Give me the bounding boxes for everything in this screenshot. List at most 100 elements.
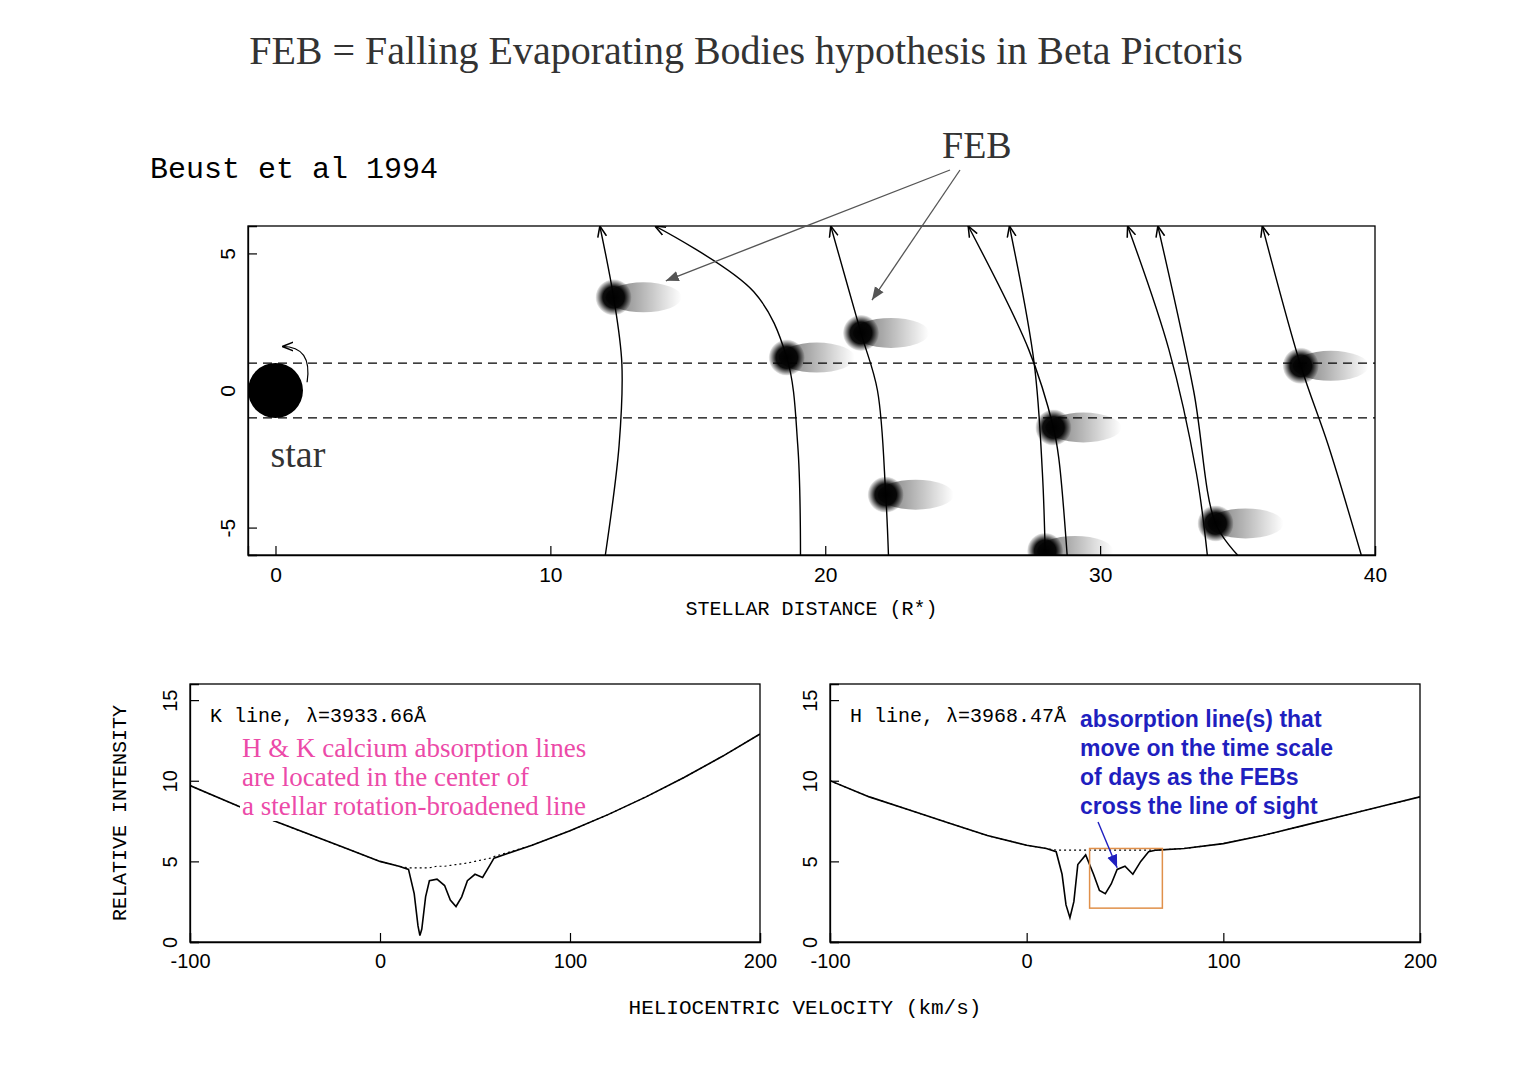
annotation-line: cross the line of sight [1080, 793, 1318, 819]
tick-label: 10 [539, 563, 562, 586]
tick: -5 [216, 519, 257, 538]
tick-mark [830, 942, 839, 943]
tick-mark [190, 700, 199, 701]
x-axis-title: HELIOCENTRIC VELOCITY (km/s) [629, 997, 982, 1020]
tick-mark [190, 781, 199, 782]
tick-label: 10 [799, 770, 821, 792]
tick-mark [830, 700, 839, 701]
tick-label: 200 [1404, 950, 1437, 972]
tick: 20 [814, 546, 837, 586]
trajectory [1158, 226, 1238, 555]
tick-mark [248, 253, 257, 254]
tick: 10 [799, 770, 839, 792]
annotation-arrow [872, 170, 960, 300]
tick-mark [830, 861, 839, 862]
y-axis-title: RELATIVE INTENSITY [109, 705, 132, 921]
tick-label: 5 [799, 856, 821, 867]
text-patch [240, 762, 531, 792]
rotation-arrow [282, 347, 308, 383]
axis-line [191, 933, 761, 943]
tick-label: 20 [814, 563, 837, 586]
tick: 200 [1404, 933, 1437, 972]
axis: 010203040 [249, 546, 1388, 586]
tick-label: 100 [554, 950, 587, 972]
tick-mark [190, 942, 199, 943]
tick-mark [1223, 933, 1224, 942]
tick-label: 5 [216, 248, 239, 260]
tick-mark [1027, 933, 1028, 942]
trajectory [1128, 226, 1208, 555]
slide-title: FEB = Falling Evaporating Bodies hypothe… [249, 28, 1243, 73]
annotation-line: of days as the FEBs [1080, 764, 1299, 790]
comet-head [843, 315, 879, 351]
axis-line [831, 685, 840, 943]
tick-label: 0 [375, 950, 386, 972]
tick: 10 [539, 546, 562, 586]
tick: 5 [216, 248, 257, 260]
tick: 30 [1089, 546, 1112, 586]
text-patch [1078, 706, 1324, 732]
annotation-line: absorption line(s) that [1080, 706, 1322, 732]
star [248, 363, 303, 418]
tick-label: 5 [159, 856, 181, 867]
tick: 0 [799, 937, 839, 948]
text-patch [1078, 764, 1301, 790]
tick-mark [1420, 933, 1421, 942]
axis-line [249, 227, 258, 556]
axis: 0 5 10 15 [799, 685, 839, 949]
tick-label: 0 [799, 937, 821, 948]
axis-line [831, 933, 1421, 943]
spectrum-line [190, 734, 760, 936]
annotation-arrow [666, 170, 950, 281]
tick: 100 [1207, 933, 1240, 972]
annotation-line: a stellar rotation-broadened line [242, 791, 586, 821]
comet-head [769, 340, 805, 376]
text-patch [240, 733, 588, 763]
tick: 100 [554, 933, 587, 972]
background [0, 0, 1520, 1092]
text-patch [1078, 735, 1335, 761]
tick-label: 15 [799, 690, 821, 712]
tick-label: 200 [744, 950, 777, 972]
annotation-line: move on the time scale [1080, 735, 1333, 761]
spectrum-line [830, 781, 1420, 918]
plot-area [830, 781, 1420, 918]
tick-label: 30 [1089, 563, 1112, 586]
annotation-line: are located in the center of [242, 762, 529, 792]
tick-mark [248, 527, 257, 528]
tick-label: 15 [159, 690, 181, 712]
plot-frame [830, 684, 1420, 942]
panel-title: H line, λ=3968.47Å [850, 705, 1066, 728]
tick: 0 [1022, 933, 1033, 972]
chart-title: Beust et al 1994 [150, 153, 438, 187]
axis-line [191, 685, 200, 943]
annotation: FEB [942, 124, 1012, 166]
tick: 0 [159, 937, 199, 948]
tick: 15 [159, 690, 199, 712]
plot-frame [190, 684, 760, 942]
tick-label: -5 [216, 519, 239, 538]
text-patch [240, 791, 588, 821]
annotation: H & K calcium absorption linesare locate… [240, 733, 588, 821]
tick: 0 [375, 933, 386, 972]
spectrum-line [830, 781, 1420, 850]
tick-label: 40 [1364, 563, 1387, 586]
panel-title: K line, λ=3933.66Å [210, 705, 426, 728]
star-label: star [270, 433, 325, 475]
trajectory [655, 226, 801, 555]
spectrum-line [190, 734, 760, 868]
comet-head [1283, 348, 1319, 384]
comet-head [1198, 505, 1234, 541]
tick-label: 0 [159, 937, 181, 948]
tick-mark [570, 933, 571, 942]
annotation: absorption line(s) that move on the time … [1078, 706, 1335, 819]
plot-frame [248, 226, 1375, 555]
tick-mark [380, 933, 381, 942]
annotation-line: H & K calcium absorption lines [242, 733, 586, 763]
line-of-sight [248, 417, 1375, 418]
plot-area [190, 734, 760, 936]
tick-mark [550, 546, 551, 555]
axis-line [249, 546, 1376, 556]
figure: FEB = Falling Evaporating Bodies hypothe… [0, 0, 1520, 1092]
annotation-arrow [1098, 822, 1117, 868]
